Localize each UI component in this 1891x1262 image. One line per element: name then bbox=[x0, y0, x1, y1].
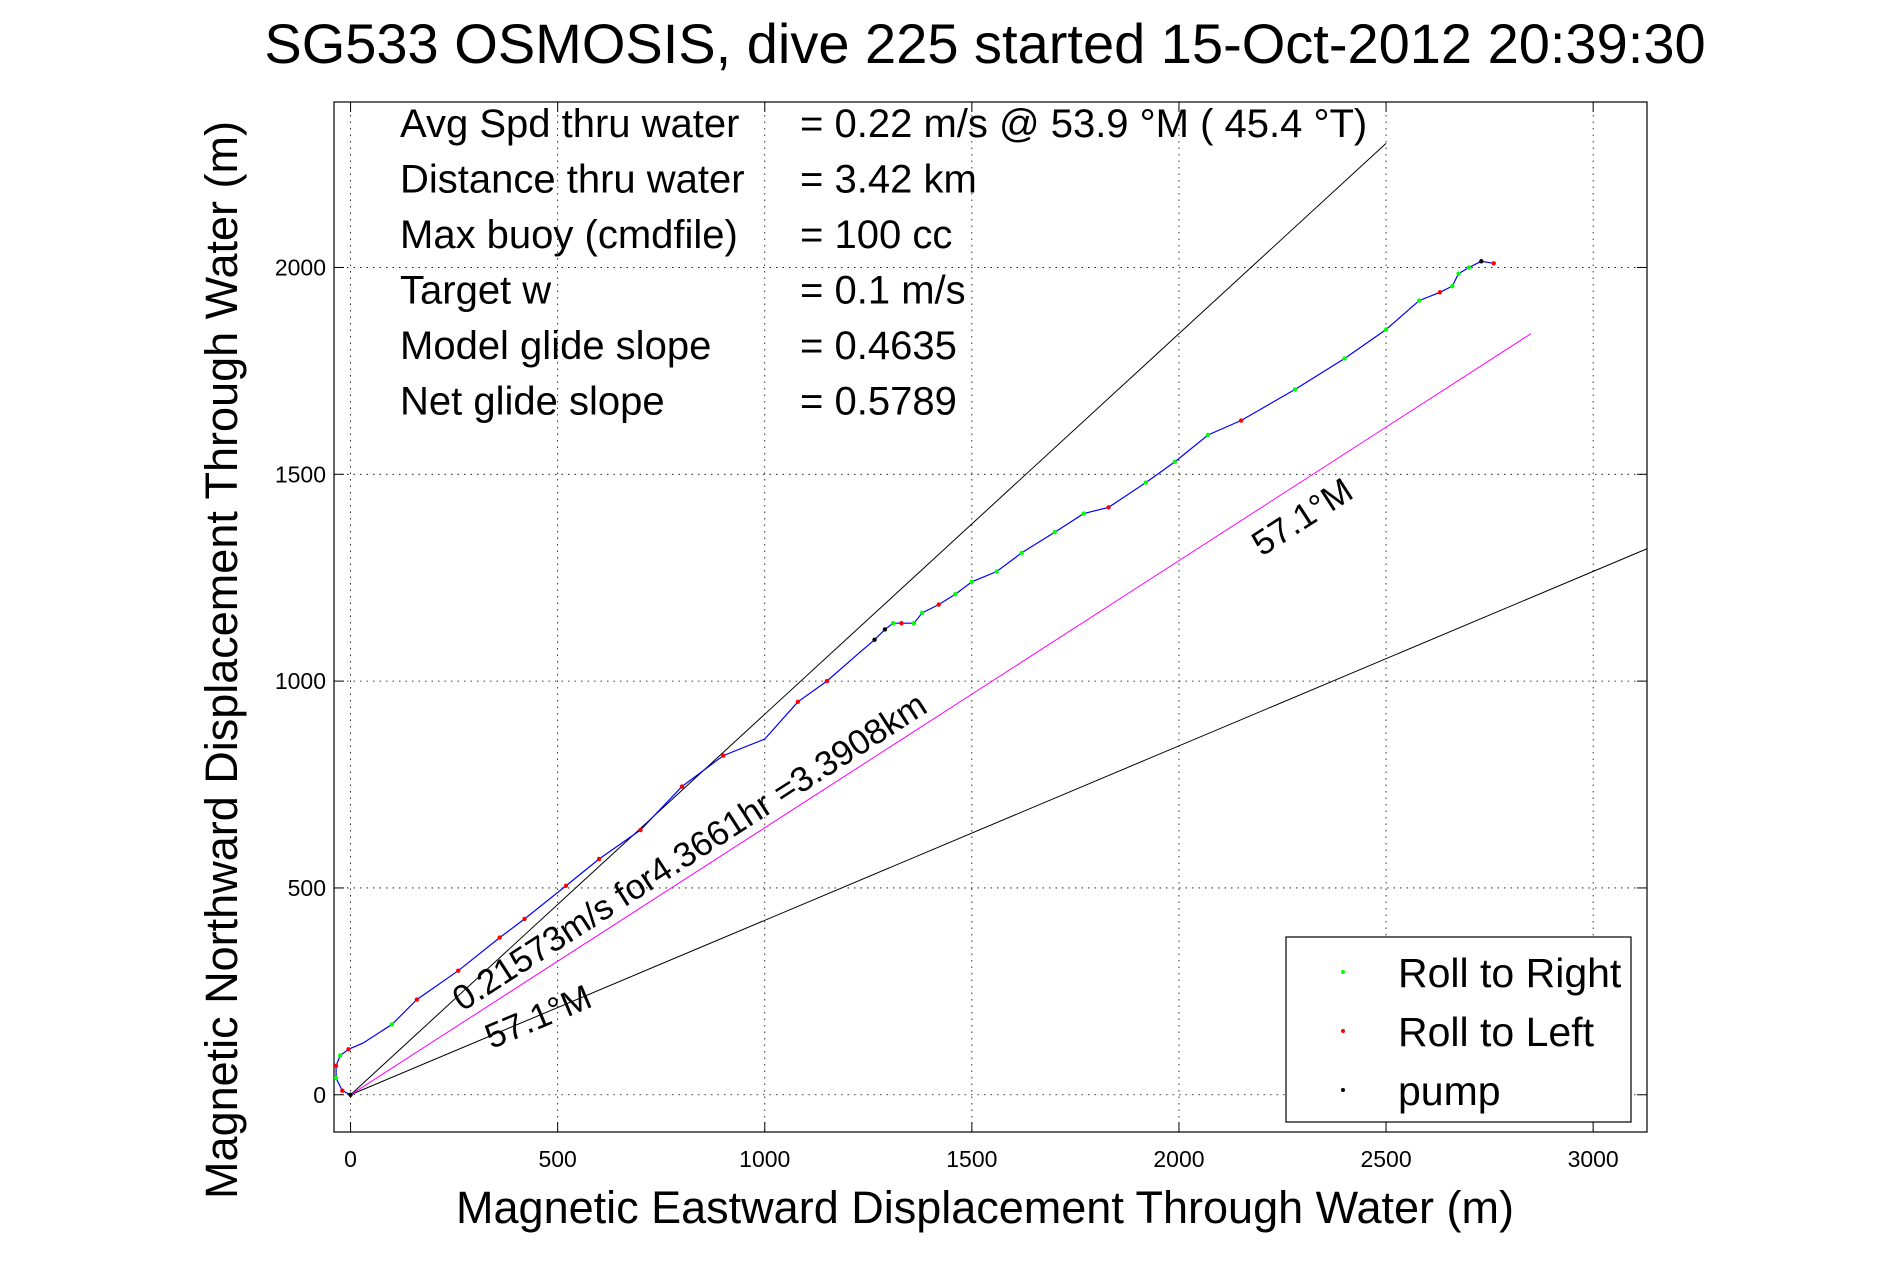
track-marker bbox=[953, 592, 958, 597]
track-marker bbox=[389, 1022, 395, 1027]
x-tick-label: 1500 bbox=[946, 1146, 997, 1172]
legend-marker-pump bbox=[1341, 1088, 1345, 1092]
chart-title: SG533 OSMOSIS, dive 225 started 15-Oct-2… bbox=[264, 12, 1705, 75]
track-marker bbox=[899, 621, 904, 626]
info-value: = 3.42 km bbox=[800, 158, 977, 202]
y-axis-label: Magnetic Northward Displacement Through … bbox=[196, 121, 247, 1199]
reference-lines bbox=[350, 142, 1648, 1096]
track-marker bbox=[348, 1092, 353, 1097]
track-marker bbox=[1491, 261, 1496, 266]
track-marker bbox=[969, 579, 975, 585]
y-tick-label: 1500 bbox=[275, 461, 326, 487]
track-marker bbox=[497, 935, 502, 940]
track-marker bbox=[1342, 356, 1347, 361]
track-marker bbox=[333, 1063, 339, 1069]
y-tick-label: 1000 bbox=[275, 668, 326, 694]
y-tick-label: 500 bbox=[288, 875, 326, 901]
track-marker bbox=[563, 883, 569, 889]
legend-marker-roll-left bbox=[1341, 1029, 1345, 1033]
track-marker bbox=[890, 621, 896, 626]
info-label: Target w bbox=[400, 269, 551, 313]
track-marker bbox=[919, 610, 925, 616]
track-marker bbox=[456, 968, 461, 973]
track-marker bbox=[340, 1088, 345, 1093]
x-tick-label: 2000 bbox=[1153, 1146, 1204, 1172]
legend: Roll to Right Roll to Left pump bbox=[1285, 936, 1632, 1123]
track-marker bbox=[1238, 418, 1244, 423]
info-value: = 0.5789 bbox=[800, 380, 957, 424]
track-marker bbox=[824, 678, 830, 684]
track-marker bbox=[1416, 298, 1422, 303]
info-label: Max buoy (cmdfile) bbox=[400, 213, 738, 257]
track-marker bbox=[522, 916, 527, 922]
x-tick-label: 0 bbox=[344, 1146, 357, 1172]
track-marker bbox=[414, 997, 420, 1002]
track-marker bbox=[1479, 259, 1484, 264]
x-tick-label: 1000 bbox=[739, 1146, 790, 1172]
x-axis-label: Magnetic Eastward Displacement Through W… bbox=[456, 1182, 1514, 1233]
track-marker bbox=[1437, 290, 1443, 295]
info-label: Net glide slope bbox=[400, 380, 665, 424]
track-marker bbox=[679, 784, 685, 789]
track-marker bbox=[1466, 265, 1472, 270]
track-marker bbox=[1019, 550, 1024, 556]
info-panel: Avg Spd thru water = 0.22 m/s @ 53.9 °M (… bbox=[400, 102, 1367, 424]
ticks: 0 500 1000 1500 2000 2500 3000 0 500 1000 1500 2000 bbox=[275, 102, 1647, 1172]
track-marker bbox=[333, 1076, 339, 1081]
track-marker bbox=[795, 699, 801, 704]
track-marker bbox=[721, 753, 726, 758]
track-marker bbox=[1052, 530, 1057, 535]
x-tick-label: 500 bbox=[538, 1146, 576, 1172]
track-marker bbox=[1292, 387, 1298, 392]
track-marker bbox=[1383, 327, 1389, 332]
track-marker bbox=[936, 602, 941, 607]
info-value: = 0.1 m/s bbox=[800, 269, 966, 313]
legend-label-roll-left: Roll to Left bbox=[1398, 1009, 1595, 1055]
track-marker bbox=[1143, 480, 1149, 485]
track-marker bbox=[872, 637, 877, 642]
info-value: = 100 cc bbox=[800, 213, 952, 257]
grid bbox=[334, 102, 1647, 1132]
reference-line bbox=[350, 548, 1648, 1096]
track-marker bbox=[1456, 271, 1461, 276]
legend-label-roll-right: Roll to Right bbox=[1398, 950, 1622, 996]
info-value: = 0.22 m/s @ 53.9 °M ( 45.4 °T) bbox=[800, 102, 1367, 146]
track-marker bbox=[1106, 505, 1111, 510]
track-marker bbox=[882, 627, 888, 632]
track-marker bbox=[911, 621, 917, 626]
track-marker bbox=[994, 569, 999, 574]
info-label: Distance thru water bbox=[400, 158, 745, 202]
track-marker bbox=[338, 1053, 343, 1058]
track-marker bbox=[1450, 283, 1455, 289]
heading-line bbox=[350, 333, 1532, 1096]
y-tick-label: 0 bbox=[313, 1082, 326, 1108]
track bbox=[333, 259, 1496, 1097]
reference-line bbox=[350, 142, 1387, 1096]
track-marker bbox=[1205, 432, 1211, 438]
track-marker bbox=[1172, 459, 1178, 465]
track-marker bbox=[596, 856, 602, 862]
legend-label-pump: pump bbox=[1398, 1068, 1501, 1114]
track-marker bbox=[346, 1047, 351, 1052]
x-tick-label: 3000 bbox=[1568, 1146, 1619, 1172]
track-marker bbox=[638, 827, 643, 833]
x-tick-label: 2500 bbox=[1360, 1146, 1411, 1172]
info-value: = 0.4635 bbox=[800, 324, 957, 368]
legend-marker-roll-right bbox=[1341, 970, 1345, 974]
y-tick-label: 2000 bbox=[275, 254, 326, 280]
info-label: Avg Spd thru water bbox=[400, 102, 739, 146]
track-marker bbox=[1081, 511, 1086, 516]
info-label: Model glide slope bbox=[400, 324, 711, 368]
